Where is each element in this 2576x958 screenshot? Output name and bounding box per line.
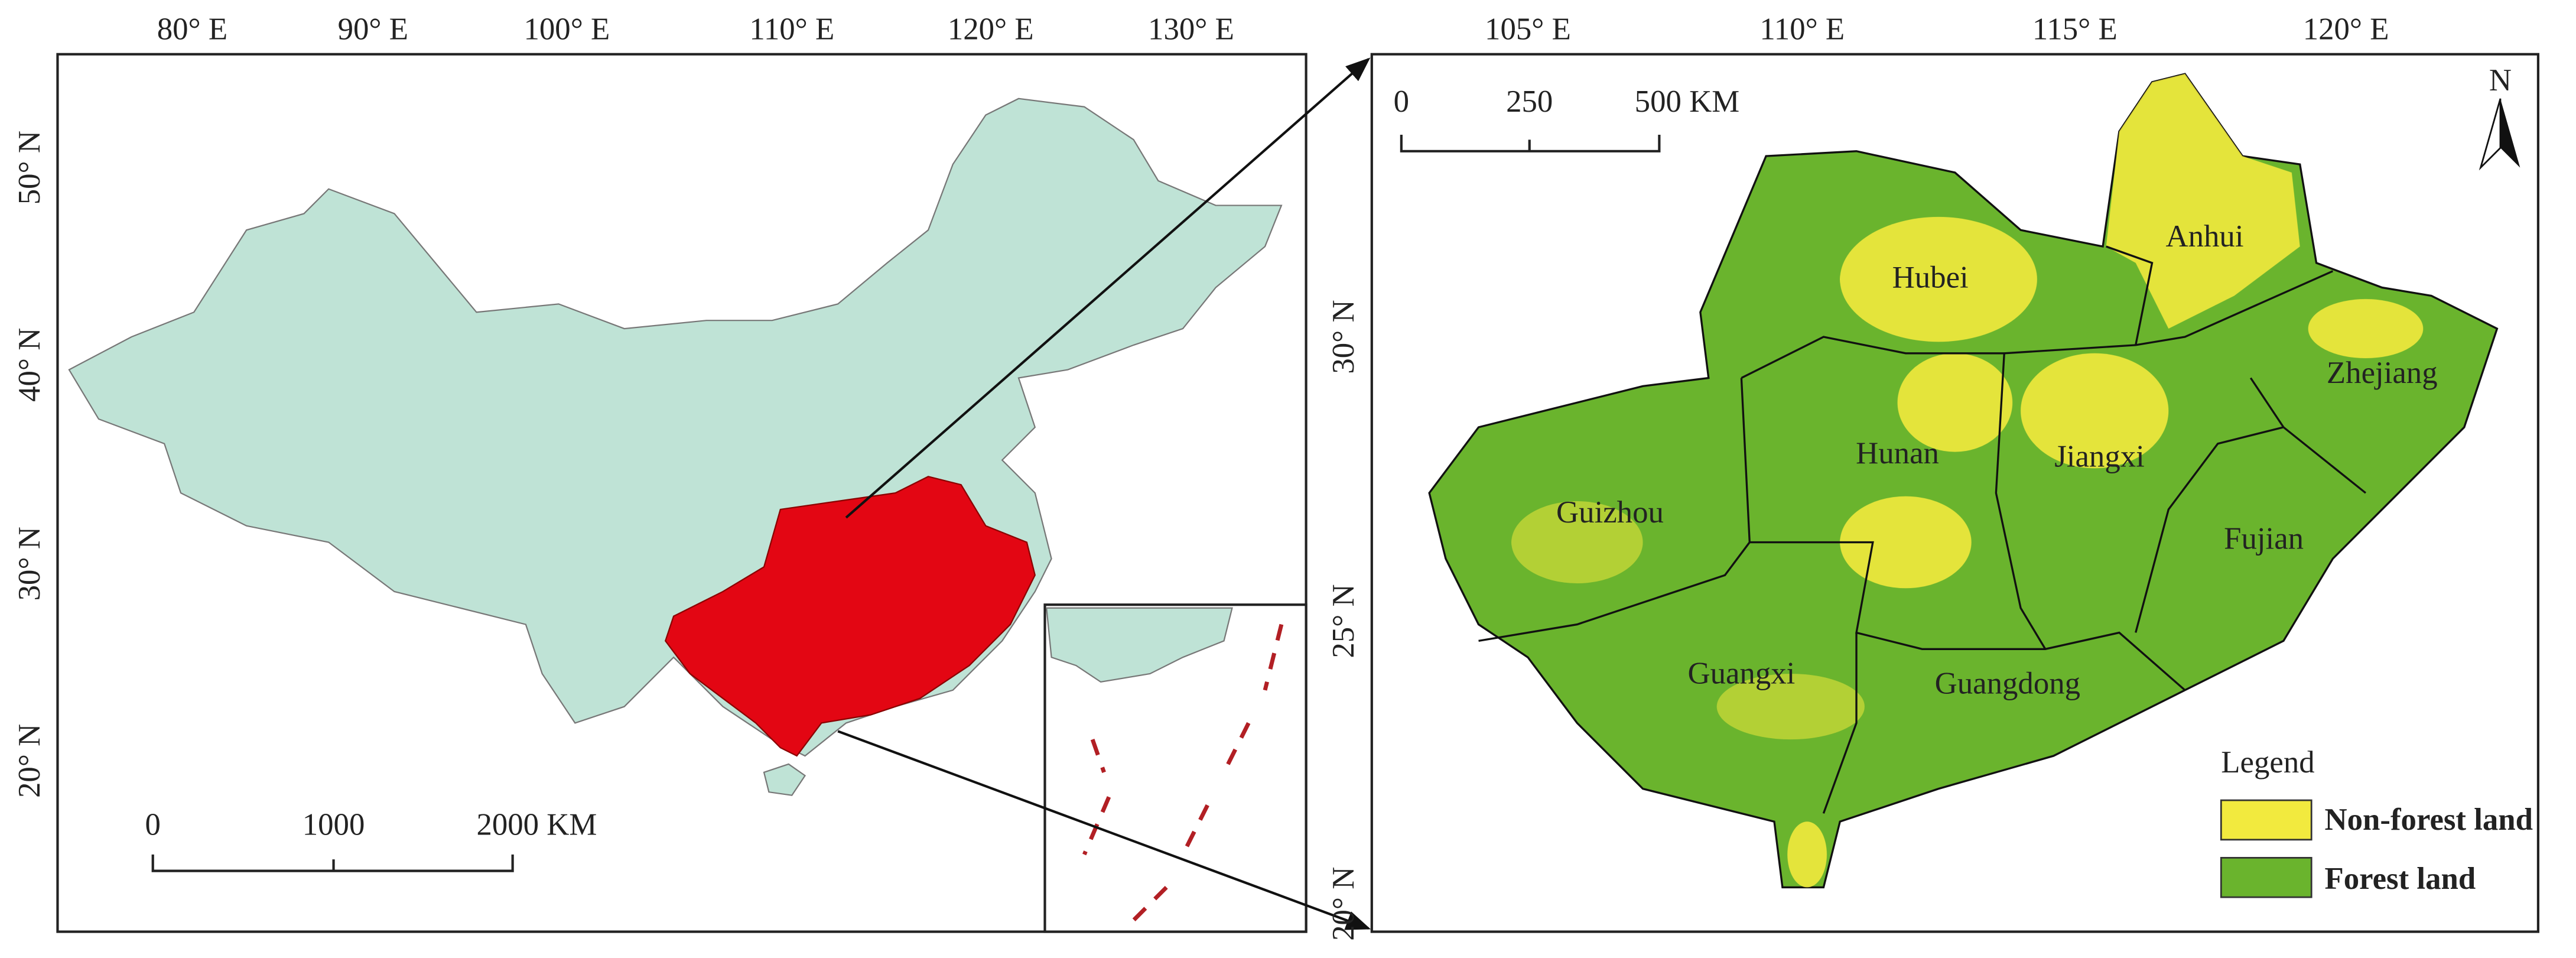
lat-label: 25° N (1326, 584, 1361, 658)
scale-label: 0 (1394, 85, 1409, 119)
scale-bar (1400, 134, 1661, 152)
lon-label: 130° E (1148, 12, 1234, 47)
scale-label: 0 (145, 807, 161, 842)
lat-label: 30° N (12, 527, 47, 600)
inset-land (1046, 607, 1233, 683)
scale-label: 500 KM (1635, 85, 1740, 119)
scale-label: 250 (1506, 85, 1553, 119)
north-label: N (2489, 63, 2512, 98)
legend-item: Forest land (2324, 862, 2476, 896)
legend-item: Non-forest land (2324, 803, 2533, 837)
lon-label: 100° E (523, 12, 610, 47)
province-label: Guizhou (1556, 495, 1664, 530)
lon-label: 105° E (1485, 12, 1571, 47)
lat-label: 50° N (12, 131, 47, 204)
province-borders (1478, 245, 2367, 814)
lat-label: 20° N (1326, 867, 1361, 941)
non-forest-areas (1511, 74, 2424, 888)
province-label: Zhejiang (2327, 356, 2438, 390)
legend-title: Legend (2221, 745, 2314, 780)
province-label: Hunan (1856, 436, 1939, 470)
study-region (664, 476, 1036, 757)
legend-swatch (2220, 799, 2312, 841)
province-label: Jiangxi (2054, 440, 2145, 474)
lon-label: 90° E (338, 12, 408, 47)
lat-label: 40° N (12, 328, 47, 402)
lat-label: 20° N (12, 724, 47, 798)
lon-label: 115° E (2032, 12, 2118, 47)
lon-label: 110° E (749, 12, 834, 47)
province-label: Guangxi (1687, 657, 1795, 691)
province-label: Hubei (1892, 261, 1969, 295)
legend-swatch (2220, 857, 2312, 898)
province-label: Anhui (2165, 219, 2243, 254)
scale-label: 2000 KM (476, 807, 597, 842)
arrow (837, 730, 1371, 930)
hainan (763, 763, 806, 796)
scale-label: 1000 (303, 807, 365, 842)
province-label: Fujian (2224, 522, 2304, 556)
lon-label: 120° E (948, 12, 1034, 47)
lat-label: 30° N (1326, 300, 1361, 374)
lon-label: 110° E (1759, 12, 1845, 47)
lon-label: 80° E (157, 12, 227, 47)
arrow (845, 57, 1371, 519)
province-label: Guangdong (1935, 666, 2080, 700)
dashed-line (1082, 623, 1284, 922)
scale-bar (151, 854, 514, 872)
lon-label: 120° E (2303, 12, 2389, 47)
north-arrow (2500, 98, 2520, 168)
